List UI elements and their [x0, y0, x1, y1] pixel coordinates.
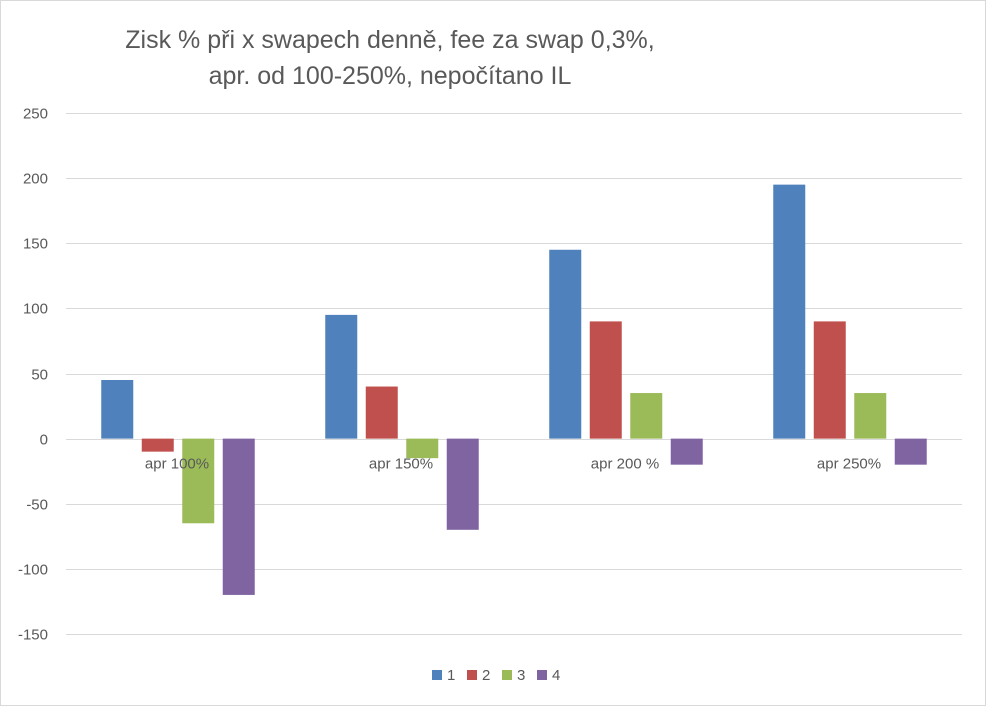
y-tick-label: -100 [18, 562, 48, 579]
y-tick-label: 250 [23, 106, 48, 123]
y-tick-label: 0 [40, 432, 48, 449]
legend-swatch-1 [432, 670, 442, 680]
legend-label-2: 2 [482, 667, 490, 684]
legend-label-4: 4 [552, 667, 560, 684]
category-label: apr 100% [145, 456, 209, 473]
legend-swatch-3 [502, 670, 512, 680]
bar-series-4-0 [222, 438, 255, 595]
y-tick-label: -50 [26, 497, 48, 514]
bar-series-3-1 [406, 438, 439, 459]
bar-series-2-2 [589, 321, 622, 439]
legend: 1 2 3 4 [432, 667, 560, 684]
legend-label-1: 1 [447, 667, 455, 684]
bar-series-4-2 [670, 438, 703, 465]
y-axis-labels: 250 200 150 100 50 0 -50 -100 -150 [18, 106, 48, 644]
chart-title-line-2: apr. od 100-250%, nepočítano IL [208, 62, 572, 90]
legend-label-3: 3 [517, 667, 525, 684]
y-tick-label: 100 [23, 301, 48, 318]
category-label: apr 150% [369, 456, 433, 473]
y-tick-label: 150 [23, 236, 48, 253]
y-tick-label: 50 [31, 367, 48, 384]
bar-series-1-3 [773, 184, 806, 439]
bar-series-4-3 [894, 438, 927, 465]
bar-series-3-3 [854, 393, 887, 439]
bar-series-1-2 [549, 249, 582, 439]
bar-series-4-1 [446, 438, 479, 530]
bar-series-3-2 [630, 393, 663, 439]
bar-series-1-1 [325, 314, 358, 439]
y-tick-label: 200 [23, 171, 48, 188]
category-label: apr 250% [817, 456, 881, 473]
bar-series-2-0 [141, 438, 174, 452]
legend-swatch-2 [467, 670, 477, 680]
bar-series-2-1 [365, 386, 398, 439]
chart-title: Zisk % při x swapech denně, fee za swap … [0, 22, 780, 94]
bar-series-1-0 [101, 380, 134, 439]
category-labels: apr 100% apr 150% apr 200 % apr 250% [145, 456, 881, 473]
category-label: apr 200 % [591, 456, 659, 473]
bars [101, 184, 927, 595]
chart-title-line-1: Zisk % při x swapech denně, fee za swap … [125, 26, 655, 54]
gridlines [66, 113, 962, 635]
bar-series-3-0 [182, 438, 215, 524]
y-tick-label: -150 [18, 627, 48, 644]
legend-swatch-4 [537, 670, 547, 680]
bar-series-2-3 [813, 321, 846, 439]
